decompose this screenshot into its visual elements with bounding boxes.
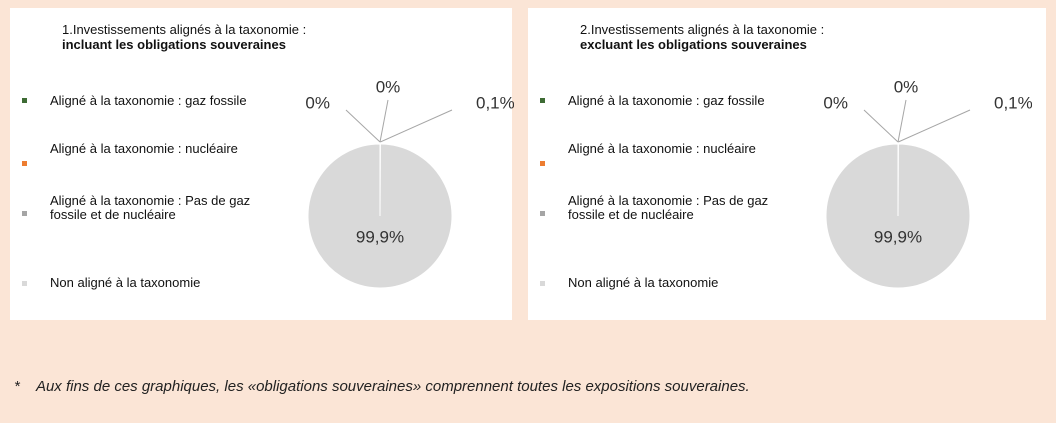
legend-marker	[540, 98, 545, 103]
chart-title: 2.Investissements alignés à la taxonomie…	[580, 22, 825, 37]
legend-marker	[22, 161, 27, 166]
pie-chart: 0% 0% 0,1% 99,9%	[305, 77, 514, 289]
leader-line	[380, 109, 453, 143]
legend-label: Aligné à la taxonomie : nucléaire	[50, 141, 238, 156]
data-label: 0%	[894, 77, 919, 96]
legend-marker	[22, 98, 27, 103]
data-label: 0%	[376, 77, 401, 96]
leader-line	[897, 99, 907, 143]
pie-slice	[825, 143, 971, 289]
legend-label: Non aligné à la taxonomie	[50, 275, 201, 290]
leader-line	[379, 99, 389, 143]
pie-chart: 0% 0% 0,1% 99,9%	[823, 77, 1032, 289]
legend-label: Non aligné à la taxonomie	[568, 275, 719, 290]
chart-panel: 2.Investissements alignés à la taxonomie…	[528, 8, 1046, 320]
data-label: 0,1%	[994, 93, 1032, 112]
legend-label: Aligné à la taxonomie : Pas de gaz fossi…	[568, 193, 769, 222]
legend-marker	[540, 161, 545, 166]
leader-line	[863, 109, 899, 143]
legend-marker	[540, 281, 545, 286]
chart-panel: 1.Investissements alignés à la taxonomie…	[10, 8, 514, 320]
legend-label: Aligné à la taxonomie : gaz fossile	[50, 93, 247, 108]
data-label: 0%	[823, 93, 848, 112]
data-label: 99,9%	[356, 227, 404, 246]
chart-subtitle: incluant les obligations souveraines	[62, 37, 286, 52]
legend-marker	[22, 281, 27, 286]
legend-label: Aligné à la taxonomie : gaz fossile	[568, 93, 765, 108]
data-label: 0%	[305, 93, 330, 112]
pie-slice	[307, 143, 453, 289]
data-label: 0,1%	[476, 93, 514, 112]
legend-label: Aligné à la taxonomie : nucléaire	[568, 141, 756, 156]
leader-line	[345, 109, 381, 143]
legend-marker	[22, 211, 27, 216]
chart-subtitle: excluant les obligations souveraines	[580, 37, 807, 52]
footnote: * Aux fins de ces graphiques, les «oblig…	[14, 378, 750, 395]
chart-title: 1.Investissements alignés à la taxonomie…	[62, 22, 307, 37]
legend-marker	[540, 211, 545, 216]
data-label: 99,9%	[874, 227, 922, 246]
legend-label: Aligné à la taxonomie : Pas de gaz fossi…	[50, 193, 251, 222]
leader-line	[898, 109, 971, 143]
